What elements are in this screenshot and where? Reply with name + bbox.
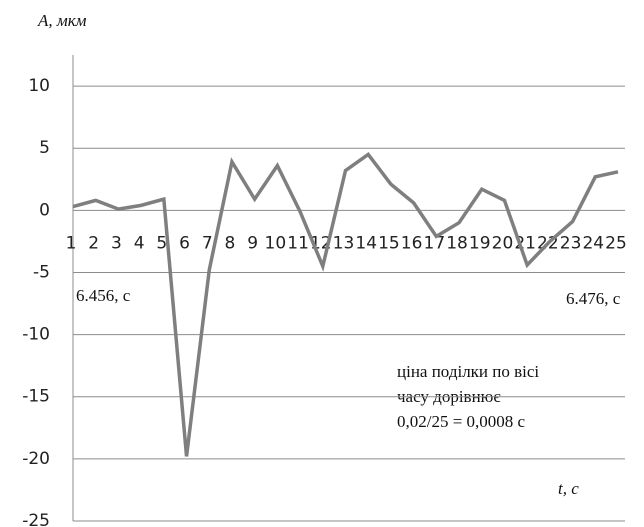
x-tick-label: 18	[446, 233, 468, 253]
x-tick-label: 1	[66, 233, 77, 253]
y-tick-label: -25	[22, 511, 50, 527]
y-tick-label: 10	[28, 76, 50, 96]
x-tick-label: 4	[134, 233, 145, 253]
x-tick-label: 13	[333, 233, 355, 253]
x-tick-label: 17	[424, 233, 446, 253]
note-line: ціна поділки по вісі	[397, 362, 539, 381]
x-tick-label: 5	[156, 233, 167, 253]
x-tick-label: 25	[605, 233, 627, 253]
x-tick-label: 6	[179, 233, 190, 253]
y-tick-label: -10	[22, 325, 50, 345]
x-tick-label: 7	[202, 233, 213, 253]
y-tick-label: -5	[33, 262, 50, 282]
x-tick-label: 2	[88, 233, 99, 253]
y-tick-label: 0	[39, 200, 50, 220]
y-axis-label: A, мкм	[37, 11, 87, 30]
y-tick-label: 5	[39, 138, 50, 158]
annotation: 6.456, c	[76, 286, 131, 305]
x-tick-label: 24	[582, 233, 604, 253]
x-tick-label: 11	[287, 233, 309, 253]
x-tick-label: 15	[378, 233, 400, 253]
x-tick-label: 20	[492, 233, 514, 253]
x-tick-label: 8	[225, 233, 236, 253]
x-tick-label: 10	[265, 233, 287, 253]
x-axis-label: t, c	[558, 479, 579, 498]
annotation: 6.476, c	[566, 289, 621, 308]
data-line	[72, 152, 619, 457]
x-tick-label: 23	[560, 233, 582, 253]
y-tick-label: -20	[22, 449, 50, 469]
x-tick-label: 9	[247, 233, 258, 253]
x-tick-label: 19	[469, 233, 491, 253]
x-tick-label: 14	[355, 233, 377, 253]
y-tick-label: -15	[22, 387, 50, 407]
note-line: 0,02/25 = 0,0008 с	[397, 412, 526, 431]
x-tick-label: 3	[111, 233, 122, 253]
x-tick-label: 16	[401, 233, 423, 253]
